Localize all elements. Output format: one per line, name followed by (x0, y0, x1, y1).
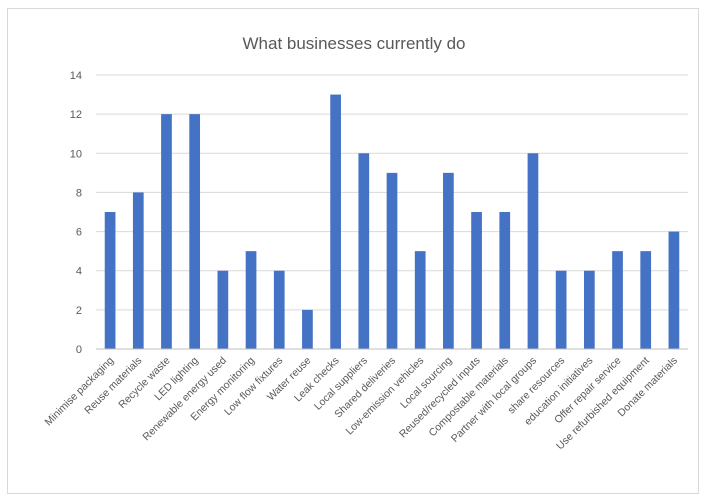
bar (358, 153, 370, 349)
bar (471, 212, 482, 349)
y-tick-label: 12 (70, 109, 82, 121)
bar (330, 94, 341, 349)
bar (189, 114, 201, 350)
bar (245, 251, 257, 349)
chart-title: What businesses currently do (243, 34, 466, 53)
bars (104, 94, 680, 350)
bar (583, 270, 595, 349)
bar (555, 270, 567, 349)
bar (273, 270, 285, 349)
y-tick-label: 4 (76, 266, 82, 278)
y-tick-label: 0 (76, 344, 82, 356)
bar (386, 172, 398, 349)
bar (414, 251, 426, 349)
y-tick-label: 14 (70, 70, 82, 82)
bar (612, 251, 623, 349)
y-axis-ticks: 0 2 4 6 8 10 12 14 (70, 70, 82, 356)
bar (640, 251, 652, 349)
bar (132, 192, 144, 349)
y-tick-label: 2 (76, 305, 82, 317)
y-tick-label: 6 (76, 227, 82, 239)
bar (443, 172, 454, 349)
bar (668, 231, 680, 349)
y-tick-label: 8 (76, 187, 82, 199)
chart-frame: What businesses currently do 0 2 4 6 8 10 12 14… (7, 8, 699, 494)
bar (217, 270, 229, 349)
bar (161, 114, 172, 350)
bar (104, 212, 116, 349)
bar (302, 309, 313, 349)
bar-chart: What businesses currently do 0 2 4 6 8 10 12 14… (43, 34, 688, 453)
bar (527, 153, 539, 349)
bar (499, 212, 511, 349)
y-tick-label: 10 (70, 148, 82, 160)
